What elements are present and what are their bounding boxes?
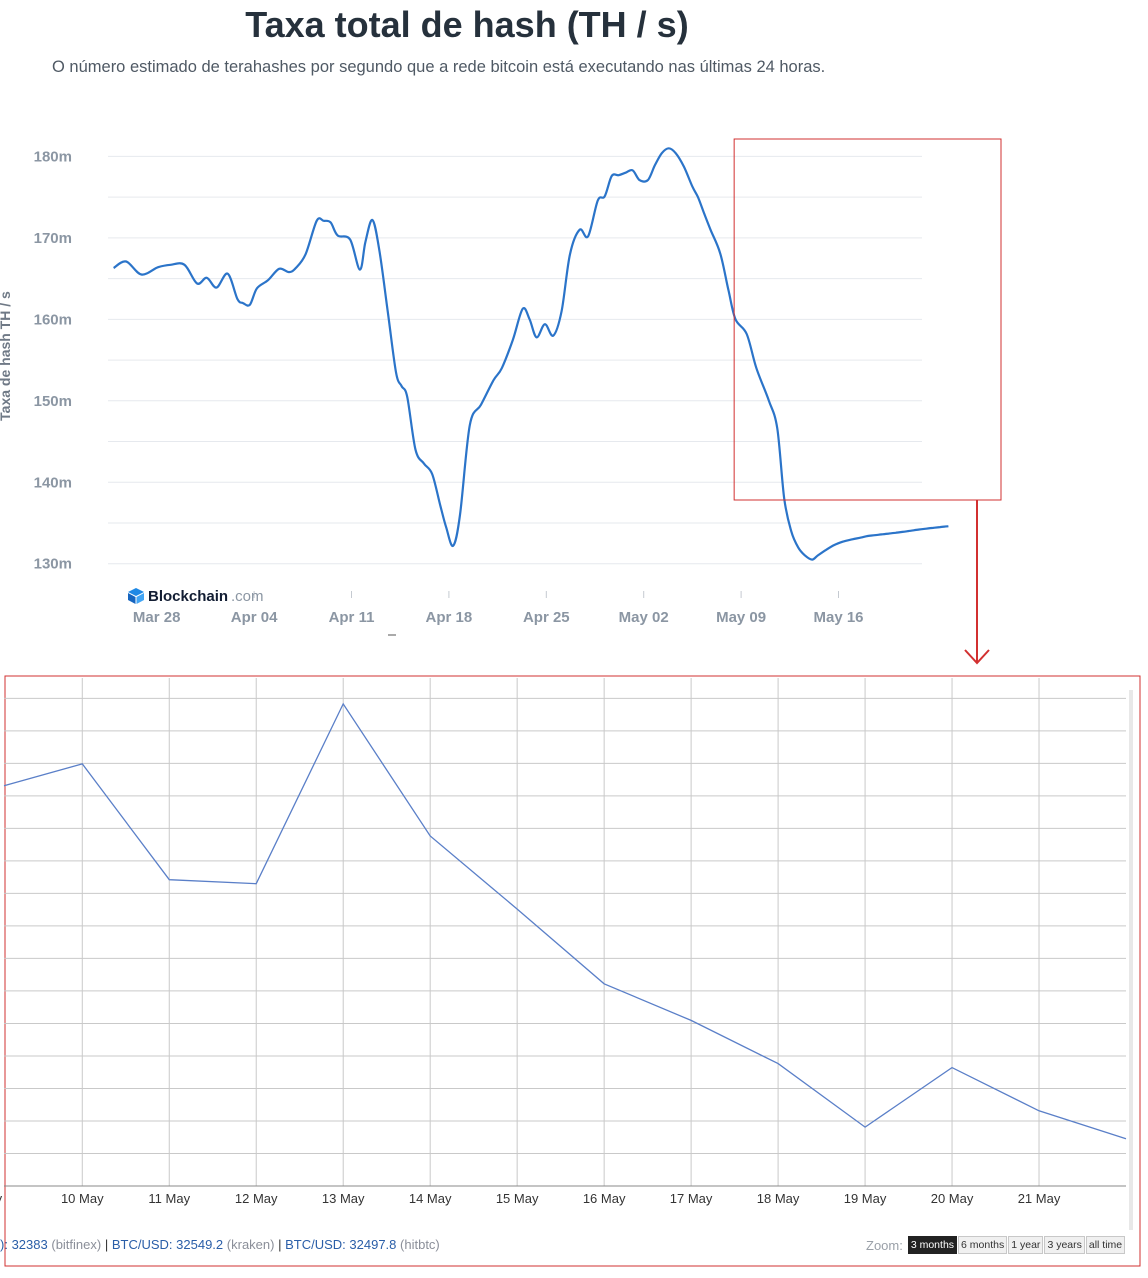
- detail-series-line: [3, 702, 1127, 1140]
- x-tick-label: May 02: [619, 609, 669, 626]
- page-title: Taxa total de hash (TH / s): [245, 4, 689, 45]
- y-tick-label: 160m: [34, 311, 72, 328]
- hash-rate-series-line: [112, 147, 949, 561]
- zoom-3-years-button[interactable]: 3 years: [1044, 1236, 1085, 1254]
- detail-x-tick-label: 15 May: [496, 1191, 539, 1206]
- ticker-hitbtc[interactable]: BTC/USD: 32497.8 (hitbtc): [285, 1237, 440, 1252]
- detail-x-tick-label: 21 May: [1018, 1191, 1061, 1206]
- detail-frame: [4, 675, 1141, 1267]
- page-subtitle: O número estimado de terahashes por segu…: [52, 58, 826, 76]
- y-tick-label: 140m: [34, 474, 72, 491]
- zoom-1-year-button[interactable]: 1 year: [1008, 1236, 1044, 1254]
- detail-x-tick-label: 12 May: [235, 1191, 278, 1206]
- brand-suffix: .com: [231, 588, 264, 605]
- detail-x-tick-label: ay: [0, 1191, 3, 1206]
- y-tick-label: 130m: [34, 556, 72, 573]
- blockchain-cube-icon: [128, 588, 144, 604]
- zoom-control: Zoom: 3 months 6 months 1 year 3 years a…: [866, 1236, 1126, 1254]
- y-tick-label: 170m: [34, 230, 72, 247]
- x-tick-label: Mar 28: [133, 609, 181, 626]
- x-tick-label: Apr 18: [426, 609, 473, 626]
- y-axis-label: Taxa de hash TH / s: [0, 291, 13, 421]
- y-tick-label: 180m: [34, 148, 72, 165]
- zoom-label: Zoom:: [866, 1237, 903, 1253]
- ticker-label: BTC/USD:: [285, 1237, 346, 1252]
- detail-x-tick-label: 17 May: [670, 1191, 713, 1206]
- detail-x-tick-label: 19 May: [844, 1191, 887, 1206]
- price-ticker: ): 32383 (bitfinex) | BTC/USD: 32549.2 (…: [0, 1237, 440, 1252]
- detail-x-tick-label: 11 May: [148, 1191, 190, 1206]
- ticker-label: ):: [0, 1237, 8, 1252]
- ticker-label: BTC/USD:: [111, 1237, 173, 1252]
- zoom-arrow-head: [964, 649, 990, 665]
- zoom-3-months-button[interactable]: 3 months: [907, 1236, 958, 1254]
- ticker-value: 32497.8: [349, 1237, 397, 1252]
- x-tick-label: Apr 04: [231, 609, 278, 626]
- cube-top-face: [128, 588, 144, 596]
- ticker-value: 32549.2: [176, 1237, 224, 1252]
- ticker-kraken[interactable]: BTC/USD: 32549.2 (kraken): [112, 1237, 278, 1252]
- x-tick-label: May 16: [813, 609, 863, 626]
- zoom-6-months-button[interactable]: 6 months: [958, 1236, 1008, 1254]
- y-tick-label: 150m: [34, 393, 72, 410]
- x-tick-label: Apr 25: [523, 609, 570, 626]
- zoom-all-time-button[interactable]: all time: [1085, 1236, 1126, 1254]
- ticker-exchange: (bitfinex): [51, 1237, 102, 1252]
- detail-x-tick-label: 20 May: [931, 1191, 974, 1206]
- x-tick-label: Apr 11: [329, 609, 375, 626]
- detail-x-tick-label: 14 May: [409, 1191, 452, 1206]
- brand-name: Blockchain: [148, 588, 228, 605]
- detail-x-tick-label: 16 May: [583, 1191, 626, 1206]
- ticker-separator: |: [104, 1237, 109, 1252]
- detail-x-tick-label: 18 May: [757, 1191, 800, 1206]
- detail-x-tick-label: 13 May: [322, 1191, 365, 1206]
- highlight-box: [733, 138, 1002, 501]
- cube-right-face: [136, 593, 144, 604]
- ticker-value: 32383: [11, 1237, 48, 1252]
- x-tick-label: May 09: [716, 609, 766, 626]
- detail-x-tick-label: 10 May: [61, 1191, 104, 1206]
- brand-logo: Blockchain .com: [128, 588, 264, 605]
- ticker-exchange: (kraken): [226, 1237, 275, 1252]
- cube-left-face: [128, 593, 136, 604]
- ticker-exchange: (hitbtc): [400, 1237, 440, 1252]
- ticker-bitfinex[interactable]: ): 32383 (bitfinex): [0, 1237, 105, 1252]
- ticker-separator: |: [278, 1237, 282, 1252]
